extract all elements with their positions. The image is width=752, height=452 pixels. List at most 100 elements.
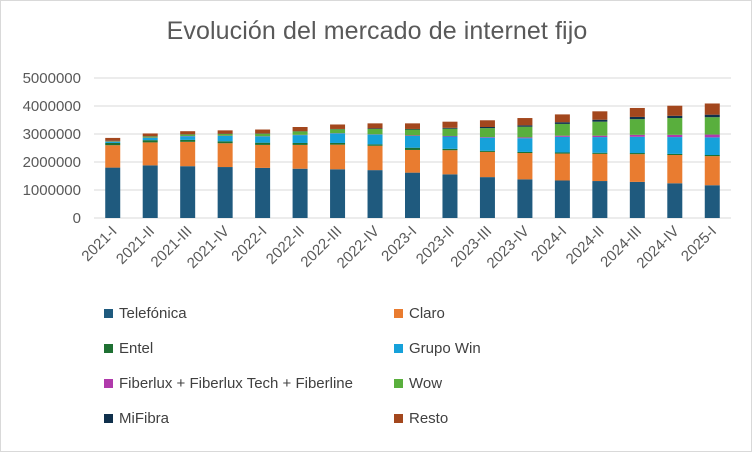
bar-segment (554, 135, 570, 137)
bar-segment (479, 151, 495, 178)
bar-segment (554, 153, 570, 181)
bar-segment (367, 128, 383, 135)
legend-swatch (104, 309, 113, 318)
bar-segment (704, 137, 720, 155)
x-tick-label: 2022-I (228, 223, 270, 265)
bar-segment (667, 134, 683, 138)
bar-segment (442, 121, 458, 128)
bar-segment (330, 124, 346, 129)
bar-segment (442, 174, 458, 218)
bar-segment (217, 141, 233, 144)
legend-item: Telefónica (104, 305, 187, 322)
bar-segment (554, 180, 570, 218)
bar-segment (105, 167, 121, 218)
legend-label: Grupo Win (409, 340, 481, 357)
bar-segment (479, 137, 495, 138)
bar-segment (554, 114, 570, 123)
bar-segment (704, 185, 720, 218)
bar-segment (405, 128, 420, 130)
bar-segment (180, 134, 196, 136)
legend-label: MiFibra (119, 410, 170, 427)
bar-segment (629, 116, 645, 120)
bar-segment (292, 131, 308, 135)
bar-segment (255, 142, 271, 145)
bar-segment (629, 134, 645, 137)
x-tick-label: 2023-IV (484, 223, 533, 272)
bar-segment (704, 156, 720, 186)
bar-segment (292, 135, 308, 143)
bar-segment (405, 172, 420, 218)
bar-segment (142, 140, 158, 143)
bar-segment (592, 111, 608, 120)
x-axis-ticks: 2021-I2021-II2021-III2021-IV2022-I2022-I… (78, 223, 720, 272)
bar-segment (592, 181, 608, 218)
bar-segment (180, 131, 196, 135)
y-tick-label: 1000000 (23, 182, 81, 199)
bar-segment (629, 154, 645, 182)
bar-segment (367, 134, 383, 145)
x-tick-label: 2022-IV (334, 223, 383, 272)
bar-segment (517, 126, 533, 138)
bar-segment (592, 137, 608, 153)
bar-segment (517, 118, 533, 126)
bar-segment (442, 135, 458, 137)
bar-segment (405, 149, 420, 173)
bar-segment (629, 119, 645, 135)
bar-segment (180, 166, 196, 218)
bar-segment (330, 142, 346, 145)
bar-segment (105, 145, 121, 168)
legend-item: Claro (394, 305, 445, 322)
legend-label: Claro (409, 305, 445, 322)
bar-segment (517, 153, 533, 180)
bar-segment (517, 151, 533, 154)
legend-label: Resto (409, 410, 449, 427)
legend-item: MiFibra (104, 410, 169, 427)
bar-segment (442, 136, 458, 149)
bar-segment (704, 103, 720, 115)
bar-segment (292, 168, 308, 218)
bar-segment (667, 105, 683, 116)
legend-swatch (104, 379, 113, 388)
bar-segment (704, 117, 720, 135)
bars (105, 103, 720, 218)
y-tick-label: 5000000 (23, 70, 81, 87)
y-tick-label: 4000000 (23, 98, 81, 115)
bar-segment (142, 165, 158, 218)
legend-swatch (394, 414, 403, 423)
bar-segment (554, 152, 570, 154)
bar-segment (629, 153, 645, 155)
bar-segment (704, 155, 720, 157)
bar-segment (517, 137, 533, 139)
bar-segment (367, 170, 383, 218)
bar-segment (292, 127, 308, 132)
bar-segment (517, 138, 533, 152)
bar-segment (142, 133, 158, 137)
bar-segment (330, 129, 346, 134)
legend-label: Wow (409, 375, 443, 392)
legend-swatch (394, 309, 403, 318)
bar-segment (105, 142, 121, 146)
bar-segment (667, 118, 683, 135)
bar-segment (554, 122, 570, 124)
bar-segment (592, 121, 608, 136)
bar-segment (667, 183, 683, 218)
bar-segment (105, 141, 121, 143)
bar-segment (105, 137, 121, 141)
legend-swatch (394, 379, 403, 388)
bar-segment (667, 115, 683, 119)
bar-segment (405, 135, 420, 148)
legend-item: Grupo Win (394, 340, 481, 357)
bar-segment (255, 167, 271, 218)
bar-segment (405, 135, 420, 136)
bar-segment (479, 127, 495, 129)
bar-segment (554, 123, 570, 136)
bar-segment (442, 128, 458, 136)
bar-segment (180, 141, 196, 167)
bar-segment (405, 129, 420, 136)
bar-segment (367, 145, 383, 171)
legend: Telefónica Claro Entel Grupo Win Fiberlux + … (104, 305, 724, 445)
bar-segment (292, 142, 308, 145)
bar-segment (142, 137, 158, 141)
x-tick-label: 2024-IV (633, 223, 682, 272)
